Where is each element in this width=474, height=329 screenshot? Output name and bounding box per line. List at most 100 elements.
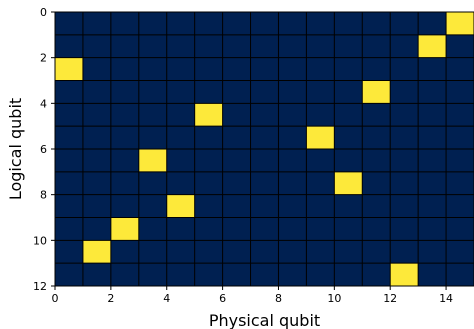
heatmap-cell [362,149,391,172]
heatmap-cell [278,34,307,58]
heatmap-cell [166,217,195,241]
y-axis-label: Logical qubit [6,98,25,200]
heatmap-cell [222,240,251,264]
y-tick-label: 6 [40,143,47,156]
heatmap-cell [55,126,83,149]
heatmap-cell [110,149,139,172]
x-axis-label: Physical qubit [209,311,320,329]
heatmap-cell [306,12,335,35]
heatmap-cell [390,194,419,218]
heatmap-cell [250,57,279,81]
heatmap-cell-assigned [362,80,391,104]
heatmap-cell [306,263,335,286]
heatmap-cell [418,240,447,264]
heatmap-cell [390,171,419,195]
heatmap-cell [138,103,167,127]
heatmap-cell [55,194,83,218]
heatmap-cell [362,263,391,286]
heatmap-cell [418,217,447,241]
y-tick-label: 10 [33,234,47,247]
heatmap-cell [82,263,111,286]
heatmap-cells [55,12,474,286]
heatmap-cell [446,240,474,264]
heatmap-cell [334,34,363,58]
heatmap-cell [166,240,195,264]
heatmap-cell [138,12,167,35]
heatmap-cell [55,240,83,264]
y-tick-label: 8 [40,189,47,202]
heatmap-cell [390,217,419,241]
heatmap-cell-assigned [110,217,139,241]
heatmap-cell [418,80,447,104]
x-tick-label: 10 [327,292,341,305]
heatmap-cell [222,103,251,127]
heatmap-cell [362,194,391,218]
heatmap-cell [222,80,251,104]
y-tick-label: 4 [40,97,47,110]
x-axis-ticks: 0 2 4 6 8 10 12 14 [52,286,453,305]
heatmap-cell [278,80,307,104]
heatmap-cell [166,57,195,81]
heatmap-cell [82,171,111,195]
heatmap-cell [446,217,474,241]
heatmap-cell [222,34,251,58]
heatmap-cell-assigned [418,34,447,58]
heatmap-cell [362,57,391,81]
heatmap-cell [82,217,111,241]
heatmap-cell [194,240,223,264]
heatmap-cell [390,149,419,172]
heatmap-cell [362,126,391,149]
heatmap-cell [166,80,195,104]
heatmap-cell [55,171,83,195]
heatmap-cell [306,217,335,241]
heatmap-cell [306,171,335,195]
heatmap-cell [110,126,139,149]
heatmap-cell [250,194,279,218]
heatmap-cell [446,57,474,81]
heatmap-cell [250,80,279,104]
heatmap-cell [138,194,167,218]
heatmap-cell [334,263,363,286]
heatmap-cell [82,149,111,172]
heatmap-cell [418,171,447,195]
x-tick-label: 2 [107,292,114,305]
heatmap-cell [306,80,335,104]
heatmap-cell [222,126,251,149]
heatmap-cell [278,103,307,127]
heatmap-cell [418,57,447,81]
heatmap-cell [250,149,279,172]
heatmap-cell [138,217,167,241]
heatmap-cell [222,194,251,218]
heatmap-cell [446,263,474,286]
heatmap-cell [278,171,307,195]
heatmap-cell [446,149,474,172]
y-axis-ticks: 0 2 4 6 8 10 12 [33,6,55,293]
heatmap-cell [138,171,167,195]
heatmap-cell [138,126,167,149]
heatmap-cell [55,34,83,58]
heatmap-cell [418,263,447,286]
heatmap-cell [278,149,307,172]
heatmap-cell [138,240,167,264]
heatmap-cell [110,194,139,218]
heatmap-cell [306,240,335,264]
heatmap-cell [306,103,335,127]
heatmap-cell [334,103,363,127]
heatmap-cell [82,103,111,127]
heatmap-cell [55,149,83,172]
y-tick-label: 12 [33,280,47,293]
heatmap-cell [334,126,363,149]
heatmap-cell [362,171,391,195]
heatmap-cell [418,103,447,127]
heatmap-cell [55,80,83,104]
heatmap-cell [390,240,419,264]
x-tick-label: 6 [219,292,226,305]
y-tick-label: 0 [40,6,47,19]
heatmap-cell [306,149,335,172]
heatmap-cell [446,34,474,58]
heatmap-cell-assigned [82,240,111,264]
heatmap-grid-lines [55,12,474,286]
heatmap-cell [194,12,223,35]
heatmap-cell [362,217,391,241]
heatmap-cell [55,12,83,35]
